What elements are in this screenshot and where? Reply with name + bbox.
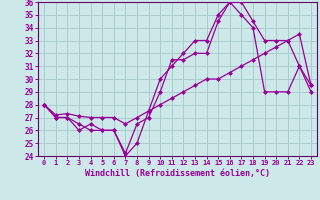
X-axis label: Windchill (Refroidissement éolien,°C): Windchill (Refroidissement éolien,°C) <box>85 169 270 178</box>
